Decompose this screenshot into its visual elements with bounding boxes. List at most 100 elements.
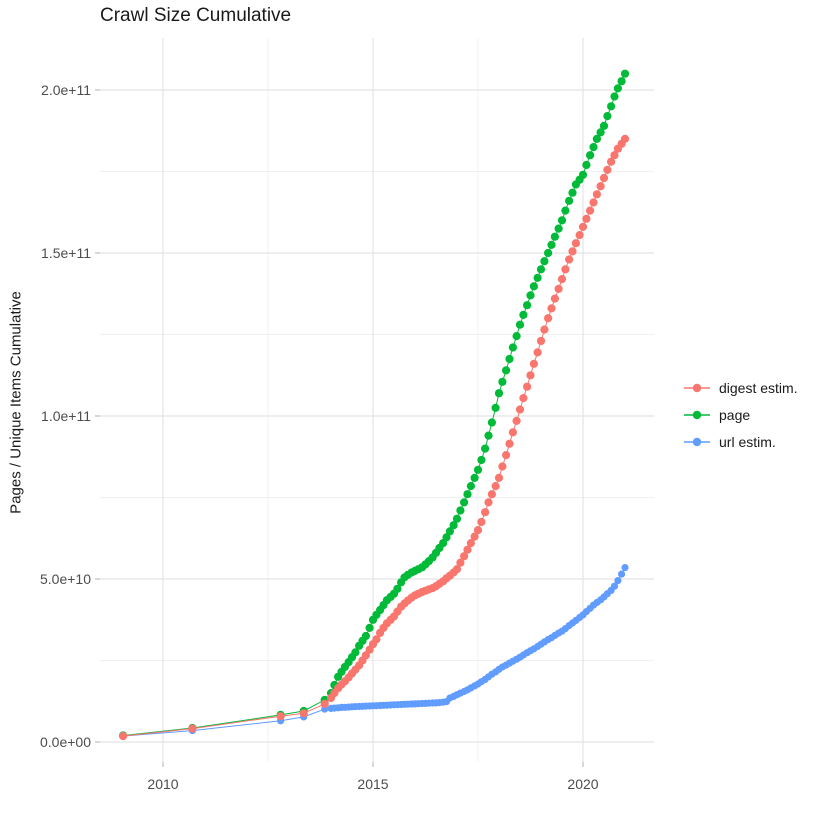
legend-item-digest: digest estim.: [683, 380, 798, 396]
series-point-page: [529, 282, 539, 291]
series-point-digest-estim: [554, 284, 563, 293]
legend-item-page: page: [683, 407, 798, 423]
series-point-digest-estim: [505, 439, 514, 448]
legend: digest estim. page url estim.: [683, 380, 798, 450]
series-point-page: [466, 482, 475, 491]
series-point-digest-estim: [596, 182, 605, 191]
series-point-page: [498, 377, 507, 386]
series-point-digest-estim: [470, 532, 479, 541]
legend-key-page-icon: [684, 410, 710, 420]
series-point-url-estim: [621, 564, 629, 572]
series-point-page: [351, 648, 360, 657]
series-point-page: [470, 473, 479, 482]
series-point-digest-estim: [299, 709, 308, 718]
series-point-digest-estim: [512, 416, 521, 425]
series-point-page: [536, 265, 546, 274]
series-point-page: [586, 151, 595, 160]
series-point-digest-estim: [466, 539, 475, 548]
series-point-page: [589, 143, 598, 152]
series-point-digest-estim: [557, 275, 567, 284]
series-point-digest-estim: [498, 462, 507, 471]
legend-item-url: url estim.: [683, 434, 798, 450]
series-point-page: [544, 248, 553, 258]
series-point-digest-estim: [119, 732, 128, 741]
series-point-digest-estim: [481, 508, 490, 517]
series-point-digest-estim: [188, 724, 197, 733]
x-tick-label: 2015: [357, 776, 388, 792]
x-tick-label: 2020: [567, 776, 598, 792]
series-point-page: [596, 128, 605, 137]
series-point-page: [484, 431, 493, 440]
series-point-page: [449, 521, 458, 530]
series-point-digest-estim: [372, 635, 381, 644]
series-point-digest-estim: [320, 699, 329, 709]
y-tick-label: 1.0e+11: [41, 408, 91, 424]
series-point-page: [452, 514, 462, 523]
series-point-digest-estim: [603, 165, 612, 174]
series-point-digest-estim: [540, 325, 549, 334]
series-point-digest-estim: [456, 558, 465, 567]
legend-key-url-icon: [684, 437, 710, 447]
series-point-page: [592, 134, 602, 143]
y-tick-label: 5.0e+10: [40, 571, 91, 587]
series-point-page: [519, 310, 528, 319]
series-point-page: [550, 232, 560, 241]
series-point-digest-estim: [508, 428, 517, 437]
series-point-page: [561, 206, 570, 215]
series-point-page: [460, 498, 469, 507]
series-point-digest-estim: [526, 371, 535, 380]
series-point-page: [487, 418, 496, 427]
series-point-page: [512, 332, 521, 341]
series-point-page: [565, 196, 574, 205]
series-point-page: [481, 444, 490, 453]
series-point-digest-estim: [519, 394, 528, 403]
series-point-url-estim: [618, 570, 626, 578]
series-point-digest-estim: [536, 336, 546, 346]
series-point-digest-estim: [487, 490, 496, 499]
series-point-digest-estim: [473, 526, 483, 535]
series-point-digest-estim: [491, 482, 500, 491]
legend-key-digest-icon: [684, 383, 710, 393]
series-point-digest-estim: [571, 239, 581, 248]
series-point-page: [610, 92, 619, 101]
legend-label-url: url estim.: [719, 434, 776, 450]
series-point-page: [445, 527, 454, 536]
legend-label-page: page: [719, 407, 751, 423]
series-point-digest-estim: [460, 552, 469, 561]
series-point-page: [547, 240, 556, 249]
series-point-digest-estim: [589, 198, 598, 207]
y-tick-label: 0.0e+00: [40, 734, 91, 750]
series-point-page: [477, 455, 486, 465]
series-point-digest-estim: [544, 314, 553, 323]
series-point-digest-estim: [582, 214, 591, 223]
series-point-page: [554, 224, 563, 233]
series-point-page: [393, 584, 402, 593]
series-point-digest-estim: [620, 134, 630, 143]
series-point-digest-estim: [565, 255, 574, 264]
series-point-digest-estim: [599, 173, 609, 183]
series-point-page: [508, 343, 517, 352]
series-point-page: [557, 216, 567, 225]
series-point-page: [578, 170, 588, 179]
series-point-digest-estim: [586, 206, 595, 215]
series-line-url-estim: [123, 567, 626, 737]
series-point-digest-estim: [610, 151, 619, 160]
series-point-page: [456, 506, 465, 515]
series-point-page: [463, 490, 472, 499]
series-point-url-estim: [614, 577, 622, 585]
chart-title: Crawl Size Cumulative: [100, 5, 292, 26]
series-point-page: [568, 188, 577, 197]
x-tick-label: 2010: [147, 776, 178, 792]
series-point-page: [613, 84, 623, 93]
legend-label-digest: digest estim.: [719, 380, 798, 396]
series-point-page: [533, 273, 542, 282]
series-point-digest-estim: [484, 498, 493, 507]
series-point-page: [365, 623, 374, 633]
series-point-digest-estim: [547, 304, 556, 313]
series-point-page: [599, 121, 609, 130]
series-point-digest-estim: [523, 382, 532, 391]
series-point-page: [603, 112, 612, 121]
series-point-page: [515, 320, 525, 329]
series-point-page: [607, 102, 616, 111]
